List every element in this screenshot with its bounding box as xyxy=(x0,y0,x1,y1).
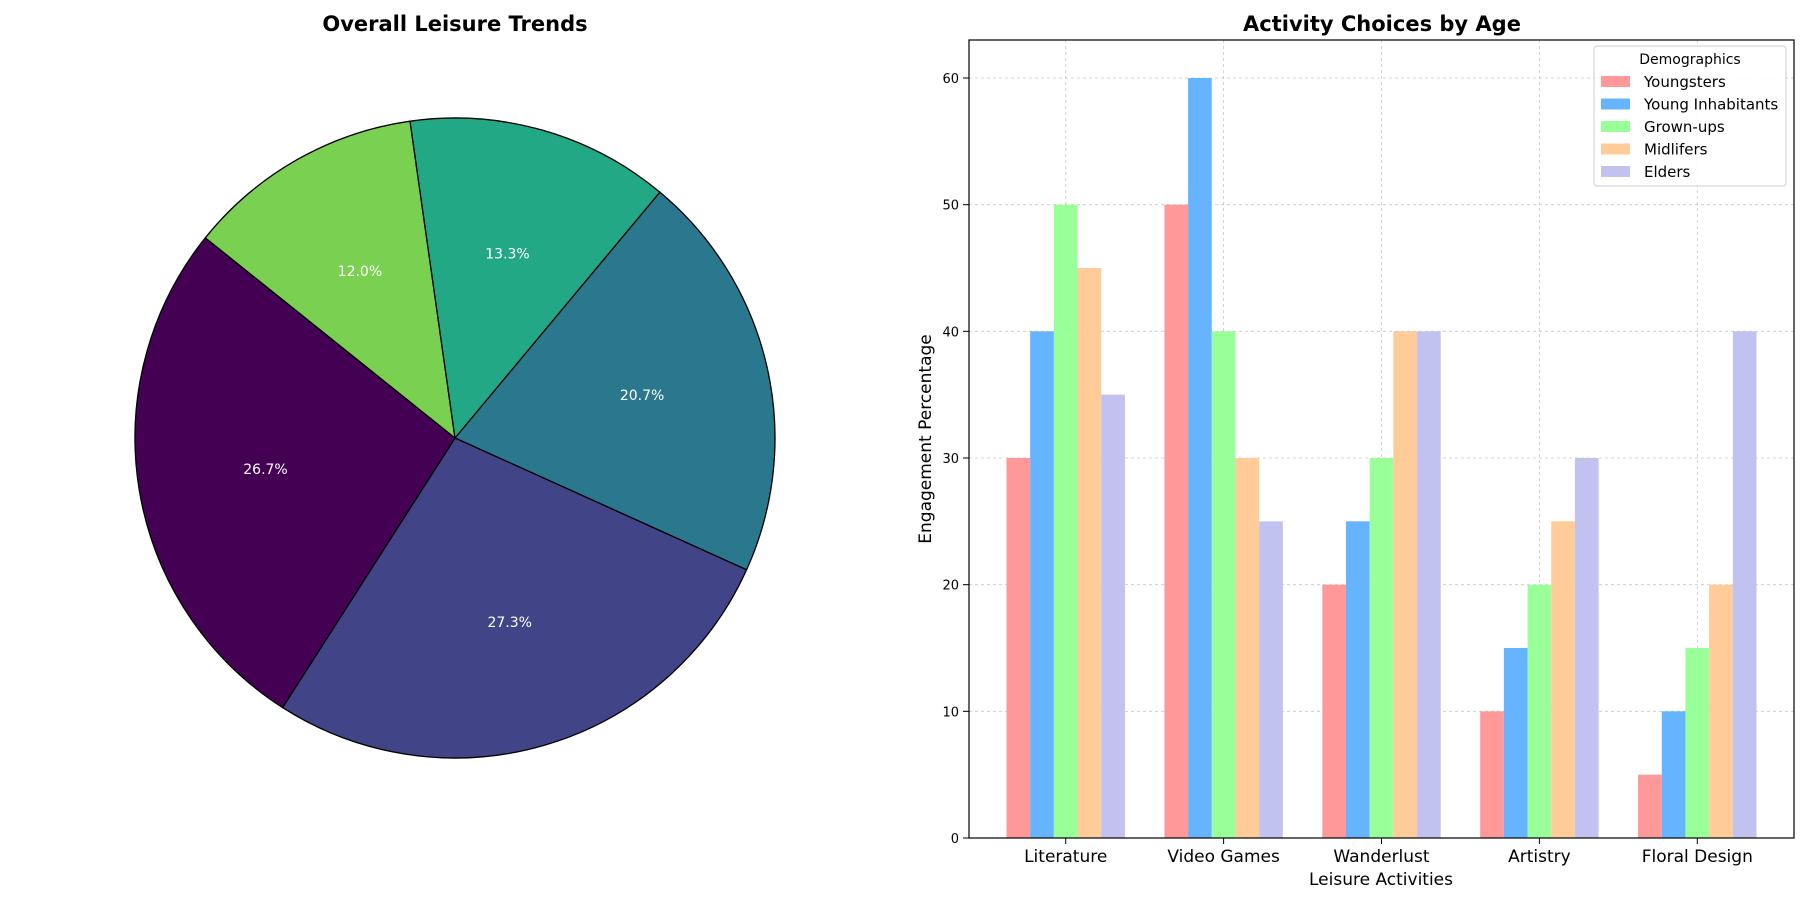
y-tick-label: 10 xyxy=(942,705,959,720)
bar xyxy=(1259,521,1283,838)
legend-swatch xyxy=(1601,76,1630,87)
bar xyxy=(1417,331,1441,838)
bar xyxy=(1503,648,1528,838)
legend-swatch xyxy=(1601,98,1630,110)
bar-title: Activity Choices by Age xyxy=(1243,12,1521,36)
bar-chart: Activity Choices by Age 0 10 20 30 40 50 60 Li… xyxy=(916,12,1795,890)
legend-swatch xyxy=(1601,143,1630,155)
pie-slices xyxy=(134,117,776,759)
bar xyxy=(1369,458,1394,838)
bar xyxy=(1480,711,1504,838)
bar xyxy=(1638,774,1662,838)
y-tick-label: 40 xyxy=(942,325,959,340)
bar xyxy=(1053,204,1078,839)
legend-box xyxy=(1593,45,1787,187)
bar xyxy=(1101,394,1125,838)
pie-slice xyxy=(453,191,776,571)
bar xyxy=(1732,331,1757,838)
x-tick-label: Artistry xyxy=(1508,847,1571,867)
pie-slice-label: 13.3% xyxy=(485,246,529,262)
x-axis-ticks: Literature Video Games Wanderlust Artistry F… xyxy=(1024,838,1753,867)
pie-title: Overall Leisure Trends xyxy=(322,12,587,36)
pie-slice xyxy=(409,117,661,440)
bar xyxy=(1393,331,1418,838)
bar xyxy=(1551,521,1575,838)
bar xyxy=(1574,458,1599,838)
bar xyxy=(1709,584,1733,838)
bar xyxy=(1661,711,1686,838)
y-tick-label: 50 xyxy=(942,199,959,214)
legend-swatch xyxy=(1601,121,1630,132)
bar-marks xyxy=(1006,78,1757,839)
x-tick-label: Video Games xyxy=(1167,847,1280,867)
x-axis-label: Leisure Activities xyxy=(1309,870,1453,890)
pie-slice xyxy=(134,236,456,709)
pie-chart: Overall Leisure Trends 20.7% 27.3% 26.7% 12… xyxy=(134,12,776,759)
legend-label: Grown-ups xyxy=(1644,118,1725,136)
pie-slice xyxy=(281,437,748,759)
y-tick-label: 0 xyxy=(951,832,959,847)
legend-label: Young Inhabitants xyxy=(1643,96,1778,114)
legend-title: Demographics xyxy=(1639,52,1740,68)
bar xyxy=(1164,204,1189,839)
pie-slice xyxy=(204,120,456,440)
bar xyxy=(1030,331,1054,838)
legend: Demographics Youngsters Young Inhabitants… xyxy=(1593,45,1787,187)
pie-labels: 20.7% 27.3% 26.7% 12.0% 13.3% xyxy=(243,246,664,631)
pie-slice-label: 27.3% xyxy=(487,615,531,631)
x-tick-label: Wanderlust xyxy=(1333,847,1430,867)
bar xyxy=(1322,584,1346,838)
legend-label: Youngsters xyxy=(1643,73,1726,91)
bar xyxy=(1188,78,1212,838)
bar xyxy=(1077,268,1102,838)
y-tick-label: 30 xyxy=(942,452,959,467)
x-tick-label: Literature xyxy=(1024,847,1107,867)
bar xyxy=(1006,458,1031,838)
bar xyxy=(1527,584,1552,838)
y-tick-label: 60 xyxy=(942,72,959,87)
pie-slice-label: 20.7% xyxy=(620,388,664,404)
bar xyxy=(1211,331,1236,838)
bar xyxy=(1685,648,1710,838)
y-tick-label: 20 xyxy=(942,579,959,594)
x-tick-label: Floral Design xyxy=(1642,847,1753,867)
y-axis-label: Engagement Percentage xyxy=(916,334,936,543)
pie-slice-label: 12.0% xyxy=(338,264,382,280)
legend-items: Youngsters Young Inhabitants Grown-ups Midl… xyxy=(1601,73,1778,181)
bar xyxy=(1345,521,1370,838)
legend-swatch xyxy=(1601,166,1630,177)
y-axis-ticks: 0 10 20 30 40 50 60 xyxy=(942,72,969,847)
legend-label: Elders xyxy=(1644,163,1691,181)
pie-slice-label: 26.7% xyxy=(243,462,287,478)
bar xyxy=(1235,458,1260,838)
legend-label: Midlifers xyxy=(1644,141,1708,159)
